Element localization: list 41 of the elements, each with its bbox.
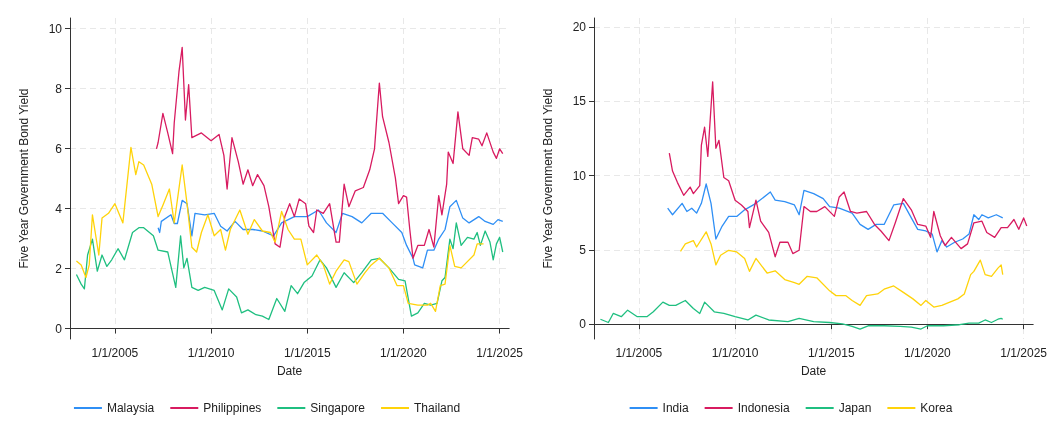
x-tick-label: 1/1/2025 (476, 346, 524, 360)
line-series (679, 231, 1004, 308)
y-tick-label: 4 (55, 201, 63, 216)
legend-label: Philippines (203, 401, 262, 415)
x-tick-label: 1/1/2010 (187, 346, 235, 360)
legend-label: Thailand (414, 401, 461, 415)
x-axis-title: Date (276, 364, 303, 378)
line-series (157, 199, 504, 269)
line-series (599, 299, 1004, 330)
y-axis-title: Five Year Government Bond Yield (541, 88, 555, 269)
x-axis-title: Date (800, 364, 827, 378)
x-tick-label: 1/1/2005 (615, 346, 663, 360)
x-tick-label: 1/1/2020 (904, 346, 952, 360)
y-tick-label: 8 (55, 81, 63, 96)
legend-label: Japan (838, 401, 872, 415)
line-series (155, 46, 504, 259)
x-tick-label: 1/1/2025 (1000, 346, 1048, 360)
y-tick-label: 5 (579, 242, 587, 257)
x-tick-label: 1/1/2020 (380, 346, 428, 360)
x-tick-label: 1/1/2010 (711, 346, 759, 360)
y-axis-title: Five Year Government Bond Yield (17, 88, 31, 269)
y-tick-label: 2 (55, 261, 63, 276)
legend-label: Indonesia (737, 401, 790, 415)
y-tick-label: 6 (55, 141, 63, 156)
x-tick-label: 1/1/2015 (807, 346, 855, 360)
line-series (75, 222, 504, 321)
legend-label: Singapore (310, 401, 366, 415)
x-tick-label: 1/1/2015 (283, 346, 331, 360)
y-tick-label: 0 (55, 321, 63, 336)
line-series (75, 146, 485, 313)
y-tick-label: 20 (572, 19, 587, 34)
y-tick-label: 15 (572, 94, 587, 109)
y-tick-label: 0 (579, 317, 587, 332)
line-series (667, 183, 1004, 253)
x-tick-label: 1/1/2005 (91, 346, 139, 360)
legend-label: Malaysia (106, 401, 155, 415)
legend-label: India (662, 401, 689, 415)
line-series (668, 81, 1028, 258)
legend-label: Korea (920, 401, 953, 415)
y-tick-label: 10 (48, 21, 63, 36)
y-tick-label: 10 (572, 168, 587, 183)
